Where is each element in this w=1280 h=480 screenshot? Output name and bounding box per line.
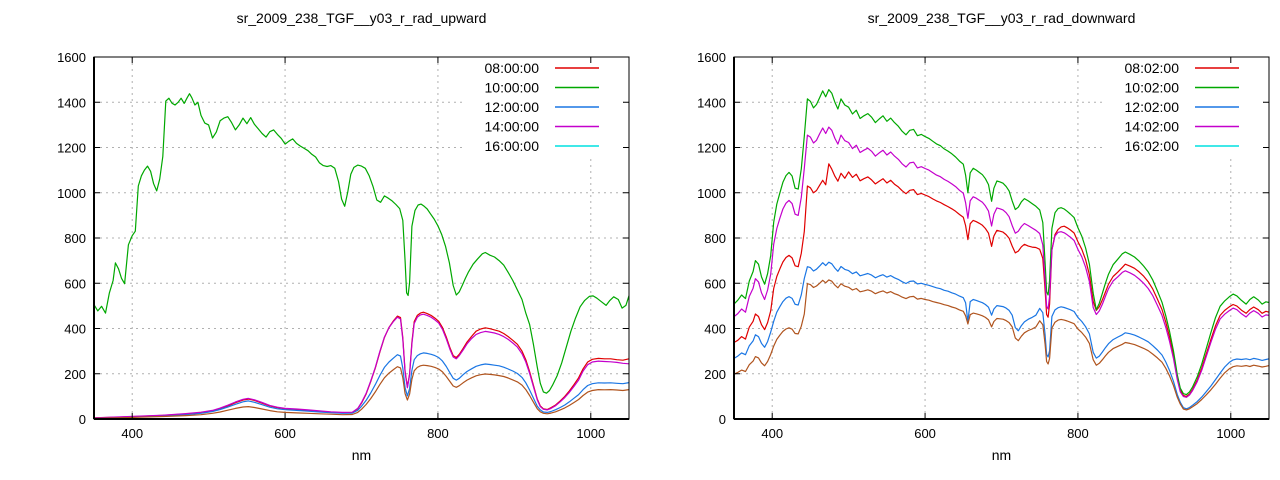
y-tick-label: 600	[704, 276, 726, 291]
y-tick-label: 0	[719, 412, 726, 427]
y-tick-label: 400	[704, 322, 726, 337]
chart-upward-panel: sr_2009_238_TGF__y03_r_rad_upward 08:00:…	[57, 10, 630, 463]
y-tick-label: 1400	[697, 95, 726, 110]
chart-plot-downward: 08:02:00 10:02:00 12:02:00 14:02:00 16:02:00…	[697, 50, 1270, 441]
curve-16:00:00	[93, 364, 630, 419]
x-axis-label: nm	[351, 447, 372, 463]
y-tick-label: 600	[64, 276, 86, 291]
x-axis-label: nm	[991, 447, 1012, 463]
chart-title: sr_2009_238_TGF__y03_r_rad_upward	[236, 10, 487, 26]
curve-14:00:00	[93, 313, 630, 419]
x-tick-label: 400	[121, 426, 143, 441]
chart-title: sr_2009_238_TGF__y03_r_rad_downward	[867, 10, 1136, 26]
legend-label: 10:02:00	[1125, 80, 1180, 96]
chart-plot-upward: 08:00:00 10:00:00 12:00:00 14:00:00 16:00:00…	[57, 50, 630, 441]
legend-label: 12:00:00	[485, 99, 540, 115]
y-tick-label: 400	[64, 322, 86, 337]
y-tick-label: 0	[79, 412, 86, 427]
legend-label: 14:00:00	[485, 119, 540, 135]
y-tick-label: 1000	[697, 186, 726, 201]
curve-10:00:00	[93, 93, 630, 394]
y-tick-label: 1600	[57, 50, 86, 65]
y-tick-label: 1200	[697, 141, 726, 156]
x-tick-label: 800	[1067, 426, 1089, 441]
legend-label: 14:02:00	[1125, 119, 1180, 135]
legend-label: 08:02:00	[1125, 60, 1180, 76]
x-tick-label: 600	[274, 426, 296, 441]
x-tick-label: 400	[761, 426, 783, 441]
x-tick-label: 800	[427, 426, 449, 441]
curve-14:02:00	[733, 126, 1270, 398]
y-tick-label: 1600	[697, 50, 726, 65]
x-tick-label: 1000	[1216, 426, 1245, 441]
legend-label: 16:00:00	[485, 138, 540, 154]
curve-10:02:00	[733, 89, 1270, 396]
legend-label: 08:00:00	[485, 60, 540, 76]
curve-12:02:00	[733, 261, 1270, 410]
x-tick-label: 600	[914, 426, 936, 441]
chart-downward-panel: sr_2009_238_TGF__y03_r_rad_downward 08:0…	[640, 0, 1280, 480]
x-tick-label: 1000	[576, 426, 605, 441]
legend-label: 16:02:00	[1125, 138, 1180, 154]
y-tick-label: 1200	[57, 141, 86, 156]
curve-12:00:00	[93, 352, 630, 419]
y-tick-label: 200	[64, 367, 86, 382]
y-tick-label: 1400	[57, 95, 86, 110]
y-tick-label: 1000	[57, 186, 86, 201]
y-tick-label: 800	[704, 231, 726, 246]
curve-16:02:00	[733, 279, 1270, 411]
legend-label: 12:02:00	[1125, 99, 1180, 115]
y-tick-label: 200	[704, 367, 726, 382]
curve-08:02:00	[733, 163, 1270, 397]
legend-label: 10:00:00	[485, 80, 540, 96]
y-tick-label: 800	[64, 231, 86, 246]
